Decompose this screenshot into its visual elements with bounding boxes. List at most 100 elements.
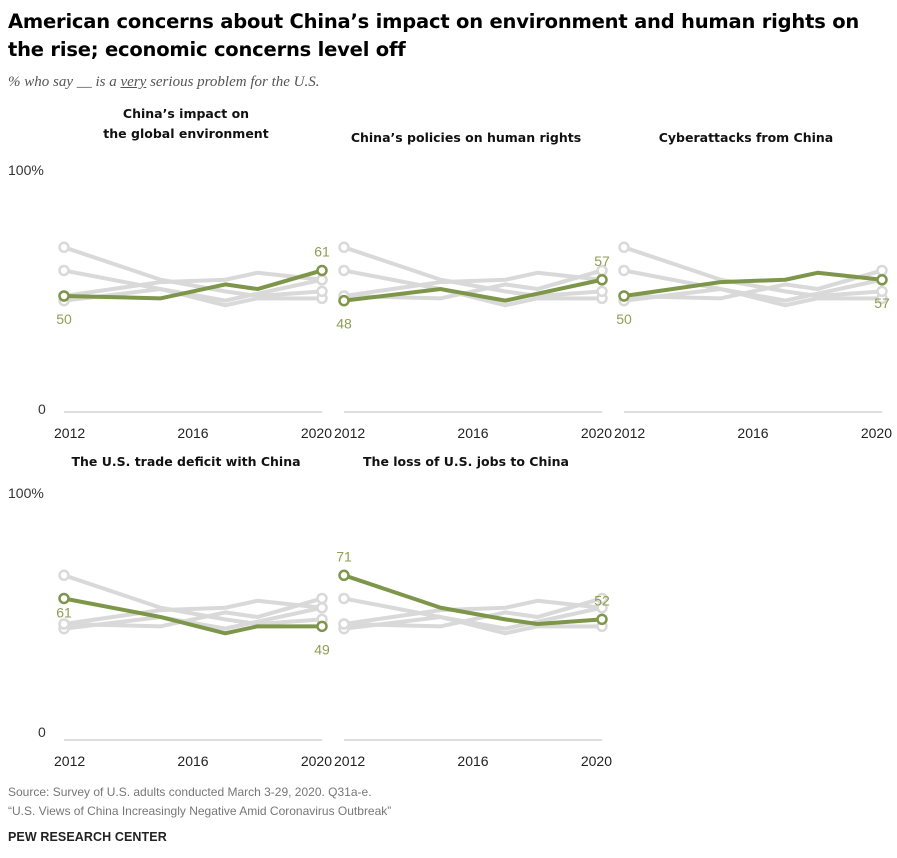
x-tick-label: 2016 (457, 753, 488, 769)
source-line-1: Source: Survey of U.S. adults conducted … (8, 785, 372, 799)
subtitle-emphasis: very (120, 74, 147, 90)
highlight-series-point (596, 613, 608, 626)
highlight-series-point (338, 569, 350, 582)
background-series-point (876, 285, 888, 298)
start-value-label: 50 (616, 311, 632, 327)
highlight-series-point (876, 274, 888, 286)
background-series-line (62, 277, 324, 303)
x-tick-label: 2020 (581, 425, 612, 441)
panel-1: China’s impact on the global environment 1… (8, 106, 332, 441)
y-tick-label: 0 (38, 401, 46, 417)
highlight-series-point (596, 274, 608, 286)
brand-logo-text: PEW RESEARCH CENTER (8, 830, 167, 844)
x-tick-label: 2012 (54, 753, 85, 769)
x-tick-label: 2016 (737, 425, 768, 441)
end-value-label: 57 (874, 295, 890, 311)
end-value-label: 57 (594, 253, 610, 269)
subtitle-suffix: serious problem for the U.S. (146, 74, 320, 90)
background-series-point (618, 241, 630, 254)
start-value-label: 50 (56, 311, 72, 327)
x-tick-label: 2016 (177, 425, 208, 441)
panel-5: The loss of U.S. jobs to China 2012 2016 20… (334, 454, 612, 769)
background-series-line (342, 245, 604, 298)
background-series-line (342, 268, 604, 301)
background-series-point (316, 274, 328, 286)
background-series-point (58, 241, 70, 254)
start-value-label: 61 (56, 604, 72, 620)
background-series-line (62, 598, 324, 626)
background-series-line (622, 277, 884, 303)
background-series-line (342, 598, 604, 626)
end-value-label: 49 (314, 641, 330, 657)
background-series-line (622, 245, 884, 298)
x-tick-label: 2012 (334, 425, 365, 441)
background-series-line (62, 245, 324, 298)
highlight-series-line (62, 596, 324, 636)
background-series-point (58, 618, 70, 630)
x-tick-label: 2012 (334, 753, 365, 769)
background-series-line (342, 596, 604, 629)
background-series-line (342, 605, 604, 631)
background-series-line (342, 270, 604, 298)
x-tick-label: 2020 (301, 753, 332, 769)
background-series-point (338, 618, 350, 630)
highlight-series-point (618, 290, 630, 302)
panel-title: China’s policies on human rights (351, 130, 581, 145)
panel-2: China’s policies on human rights 2012 2016… (334, 130, 612, 441)
panel-3: Cyberattacks from China 2012 2016 2020 50 57 (614, 130, 892, 441)
x-tick-label: 2020 (861, 425, 892, 441)
x-tick-label: 2020 (581, 753, 612, 769)
background-series-point (596, 285, 608, 298)
background-series-point (338, 592, 350, 605)
y-tick-label: 100% (8, 162, 44, 178)
x-tick-label: 2012 (54, 425, 85, 441)
source-note: Source: Survey of U.S. adults conducted … (8, 783, 391, 821)
x-tick-label: 2012 (614, 425, 645, 441)
background-series-line (62, 270, 324, 298)
source-line-2: “U.S. Views of China Increasingly Negati… (8, 804, 392, 818)
x-tick-label: 2016 (177, 753, 208, 769)
end-value-label: 52 (594, 592, 610, 608)
chart-subtitle: % who say __ is a very serious problem f… (8, 74, 320, 91)
highlight-series-point (58, 290, 70, 302)
highlight-series-point (316, 264, 328, 277)
highlight-series-line (342, 573, 604, 626)
highlight-series-line (342, 277, 604, 303)
y-tick-label: 0 (38, 724, 46, 740)
panel-title: The U.S. trade deficit with China (71, 454, 300, 469)
chart-title: American concerns about China’s impact o… (8, 10, 860, 61)
panel-title: China’s impact on (123, 106, 249, 121)
start-value-label: 71 (336, 548, 352, 564)
background-series-line (62, 573, 324, 626)
background-series-line (62, 268, 324, 308)
panel-title: The loss of U.S. jobs to China (363, 454, 569, 469)
background-series-point (338, 241, 350, 254)
panel-title: the global environment (103, 126, 268, 141)
background-series-line (62, 605, 324, 631)
x-tick-label: 2016 (457, 425, 488, 441)
start-value-label: 48 (336, 316, 352, 332)
highlight-series-line (62, 268, 324, 301)
background-series-line (622, 268, 884, 308)
highlight-series-point (316, 620, 328, 633)
background-series-point (618, 264, 630, 277)
background-series-line (342, 596, 604, 636)
background-series-point (338, 264, 350, 277)
background-series-line (342, 268, 604, 308)
subtitle-prefix: % who say __ is a (8, 74, 121, 90)
highlight-series-line (622, 270, 884, 298)
background-series-line (622, 268, 884, 301)
background-series-point (316, 592, 328, 605)
x-tick-label: 2020 (301, 425, 332, 441)
background-series-point (596, 602, 608, 614)
y-tick-label: 100% (8, 485, 44, 501)
highlight-series-point (338, 294, 350, 307)
background-series-line (62, 596, 324, 629)
highlight-series-point (58, 592, 70, 605)
panel-4: The U.S. trade deficit with China 100% 0 20… (8, 454, 332, 769)
background-series-point (876, 264, 888, 277)
background-series-point (58, 264, 70, 277)
background-series-point (316, 285, 328, 298)
panel-title: Cyberattacks from China (659, 130, 834, 145)
